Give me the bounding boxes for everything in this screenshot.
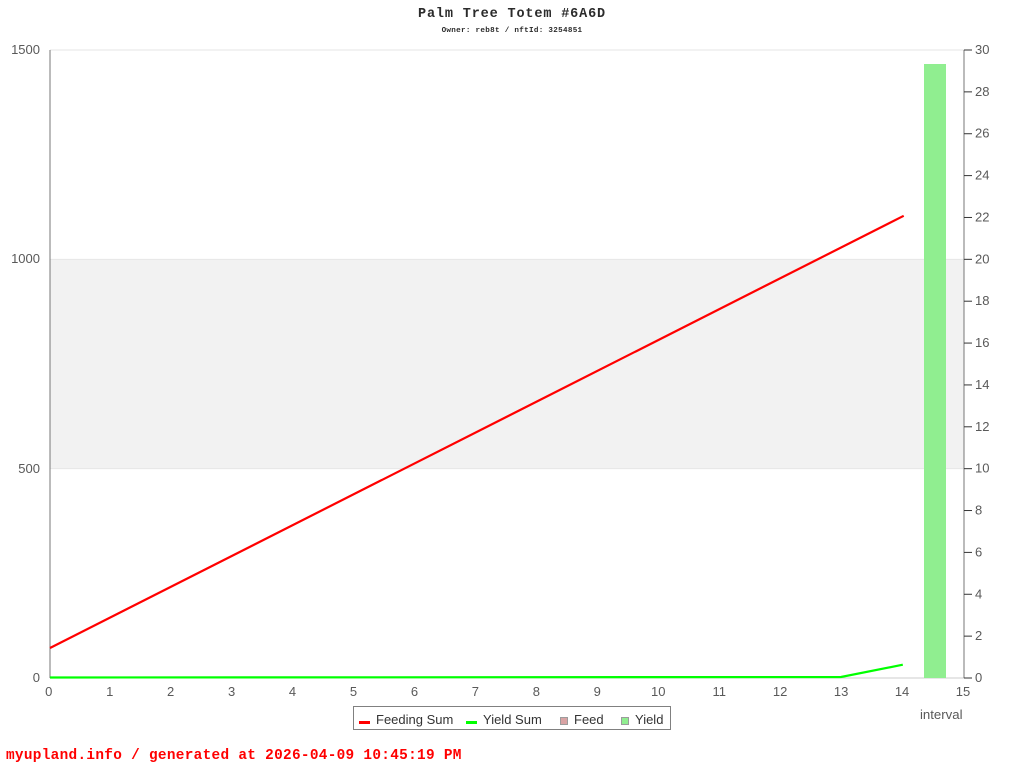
svg-text:13: 13 [834, 684, 848, 699]
svg-text:4: 4 [289, 684, 296, 699]
svg-text:7: 7 [472, 684, 479, 699]
svg-text:9: 9 [594, 684, 601, 699]
svg-text:2: 2 [975, 628, 982, 643]
svg-text:1500: 1500 [11, 42, 40, 57]
svg-text:12: 12 [975, 419, 989, 434]
svg-text:6: 6 [411, 684, 418, 699]
svg-text:10: 10 [651, 684, 665, 699]
svg-text:10: 10 [975, 461, 989, 476]
svg-text:26: 26 [975, 126, 989, 141]
svg-text:5: 5 [350, 684, 357, 699]
svg-text:3: 3 [228, 684, 235, 699]
svg-text:1: 1 [106, 684, 113, 699]
svg-text:24: 24 [975, 168, 989, 183]
svg-text:16: 16 [975, 335, 989, 350]
svg-text:28: 28 [975, 84, 989, 99]
svg-text:8: 8 [975, 503, 982, 518]
svg-text:8: 8 [533, 684, 540, 699]
svg-text:18: 18 [975, 293, 989, 308]
svg-text:0: 0 [33, 670, 40, 685]
svg-text:11: 11 [712, 684, 726, 699]
svg-text:14: 14 [975, 377, 989, 392]
svg-text:22: 22 [975, 209, 989, 224]
svg-text:2: 2 [167, 684, 174, 699]
svg-text:20: 20 [975, 251, 989, 266]
svg-text:6: 6 [975, 544, 982, 559]
svg-text:15: 15 [956, 684, 970, 699]
svg-text:500: 500 [18, 461, 40, 476]
svg-text:0: 0 [975, 670, 982, 685]
svg-text:0: 0 [45, 684, 52, 699]
svg-text:30: 30 [975, 42, 989, 57]
svg-text:1000: 1000 [11, 251, 40, 266]
svg-text:14: 14 [895, 684, 909, 699]
svg-text:12: 12 [773, 684, 787, 699]
svg-text:4: 4 [975, 586, 982, 601]
